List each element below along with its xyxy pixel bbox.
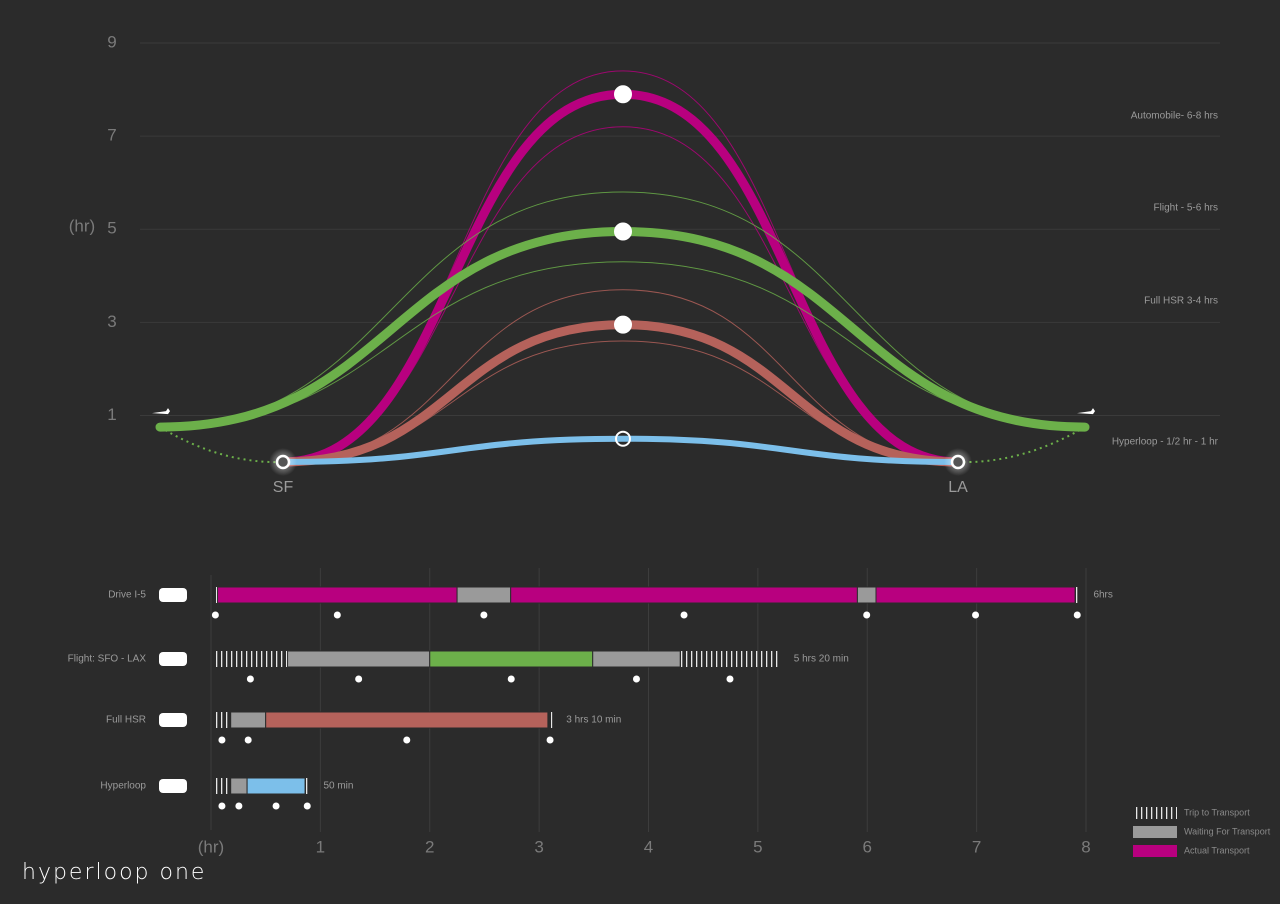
legend-label: Trip to Transport	[1184, 807, 1250, 817]
total-label: 50 min	[323, 781, 353, 792]
segment-wait	[592, 650, 681, 668]
range-line	[282, 126, 959, 463]
segment-trip	[1075, 587, 1080, 603]
segment-trip	[213, 778, 231, 794]
segment-actual	[510, 586, 858, 604]
step-icon	[246, 675, 254, 683]
step-icon	[972, 611, 980, 619]
step-icon	[235, 802, 243, 810]
segment-wait	[287, 650, 431, 668]
y-tick-label: 1	[107, 405, 116, 424]
peak-icon	[614, 315, 632, 334]
airport-dot	[157, 424, 163, 431]
y-tick-label: 3	[107, 312, 116, 331]
step-icon	[480, 611, 488, 619]
segment-actual	[875, 586, 1076, 604]
segment-trip	[213, 651, 288, 667]
total-label: 5 hrs 20 min	[794, 654, 849, 665]
y-tick-label: 9	[107, 32, 116, 51]
segment-actual	[429, 650, 594, 668]
segment-actual	[217, 586, 458, 604]
step-icon	[680, 611, 688, 619]
plane-icon	[1077, 408, 1095, 415]
legend-label: Waiting For Transport	[1184, 826, 1271, 836]
route-curve	[280, 435, 961, 465]
step-icon	[546, 736, 554, 744]
airport-link	[159, 426, 284, 464]
x-tick-label: 2	[425, 837, 434, 856]
segment-trip	[547, 712, 553, 728]
range-line	[159, 261, 1086, 428]
x-tick-label: 5	[753, 837, 762, 856]
route-label: Automobile- 6-8 hrs	[1131, 111, 1218, 122]
city-marker	[275, 454, 291, 470]
step-icon	[726, 675, 734, 683]
segment-actual	[265, 711, 549, 729]
peak-icon	[614, 85, 632, 104]
row-label: Drive I-5	[108, 590, 146, 601]
mode-icon	[159, 652, 187, 666]
segment-wait	[856, 586, 877, 604]
x-tick-label: 8	[1081, 837, 1090, 856]
city-marker	[950, 454, 966, 470]
segment-trip	[305, 778, 310, 794]
mode-icon	[159, 713, 187, 727]
segment-wait	[456, 586, 512, 604]
peak-icon	[615, 430, 631, 447]
step-icon	[355, 675, 363, 683]
step-icon	[507, 675, 515, 683]
step-icon	[272, 802, 280, 810]
x-tick-label: 4	[644, 837, 653, 856]
x-axis-label: (hr)	[198, 837, 224, 856]
route-label: Full HSR 3-4 hrs	[1144, 296, 1218, 307]
route-label: Flight - 5-6 hrs	[1154, 203, 1218, 214]
x-tick-label: 1	[316, 837, 325, 856]
row-label: Full HSR	[106, 715, 146, 726]
step-icon	[244, 736, 252, 744]
x-tick-label: 6	[863, 837, 872, 856]
legend-swatch	[1133, 845, 1177, 857]
y-tick-label: 7	[107, 126, 116, 145]
step-icon	[333, 611, 341, 619]
x-tick-label: 7	[972, 837, 981, 856]
segment-trip	[213, 587, 218, 603]
segment-actual	[246, 777, 306, 795]
segment-wait	[230, 777, 248, 795]
peak-icon	[614, 222, 632, 241]
segment-trip	[680, 651, 780, 667]
step-icon	[632, 675, 640, 683]
route-label: Hyperloop - 1/2 hr - 1 hr	[1112, 437, 1219, 448]
legend-label: Actual Transport	[1184, 845, 1250, 855]
y-axis-label: (hr)	[69, 216, 95, 235]
route-curve	[278, 89, 963, 467]
plane-icon	[152, 408, 170, 415]
total-label: 3 hrs 10 min	[566, 715, 621, 726]
step-icon	[303, 802, 311, 810]
logo: hyperloop one	[22, 860, 206, 885]
legend-swatch	[1133, 826, 1177, 838]
city-label: SF	[273, 479, 294, 496]
step-icon	[403, 736, 411, 744]
step-icon	[863, 611, 871, 619]
city-label: LA	[948, 479, 968, 496]
step-icon	[218, 736, 226, 744]
y-tick-label: 5	[107, 219, 116, 238]
range-band	[159, 191, 1086, 428]
airport-dot	[1082, 424, 1088, 431]
airport-link	[957, 426, 1086, 464]
segment-trip	[213, 712, 231, 728]
row-label: Flight: SFO - LAX	[68, 654, 147, 665]
step-icon	[218, 802, 226, 810]
mode-icon	[159, 588, 187, 602]
legend-swatch	[1133, 807, 1177, 819]
mode-icon	[159, 779, 187, 793]
step-icon	[1073, 611, 1081, 619]
x-tick-label: 3	[534, 837, 543, 856]
segment-wait	[230, 711, 267, 729]
total-label: 6hrs	[1093, 590, 1112, 601]
step-icon	[211, 611, 219, 619]
row-label: Hyperloop	[100, 781, 146, 792]
